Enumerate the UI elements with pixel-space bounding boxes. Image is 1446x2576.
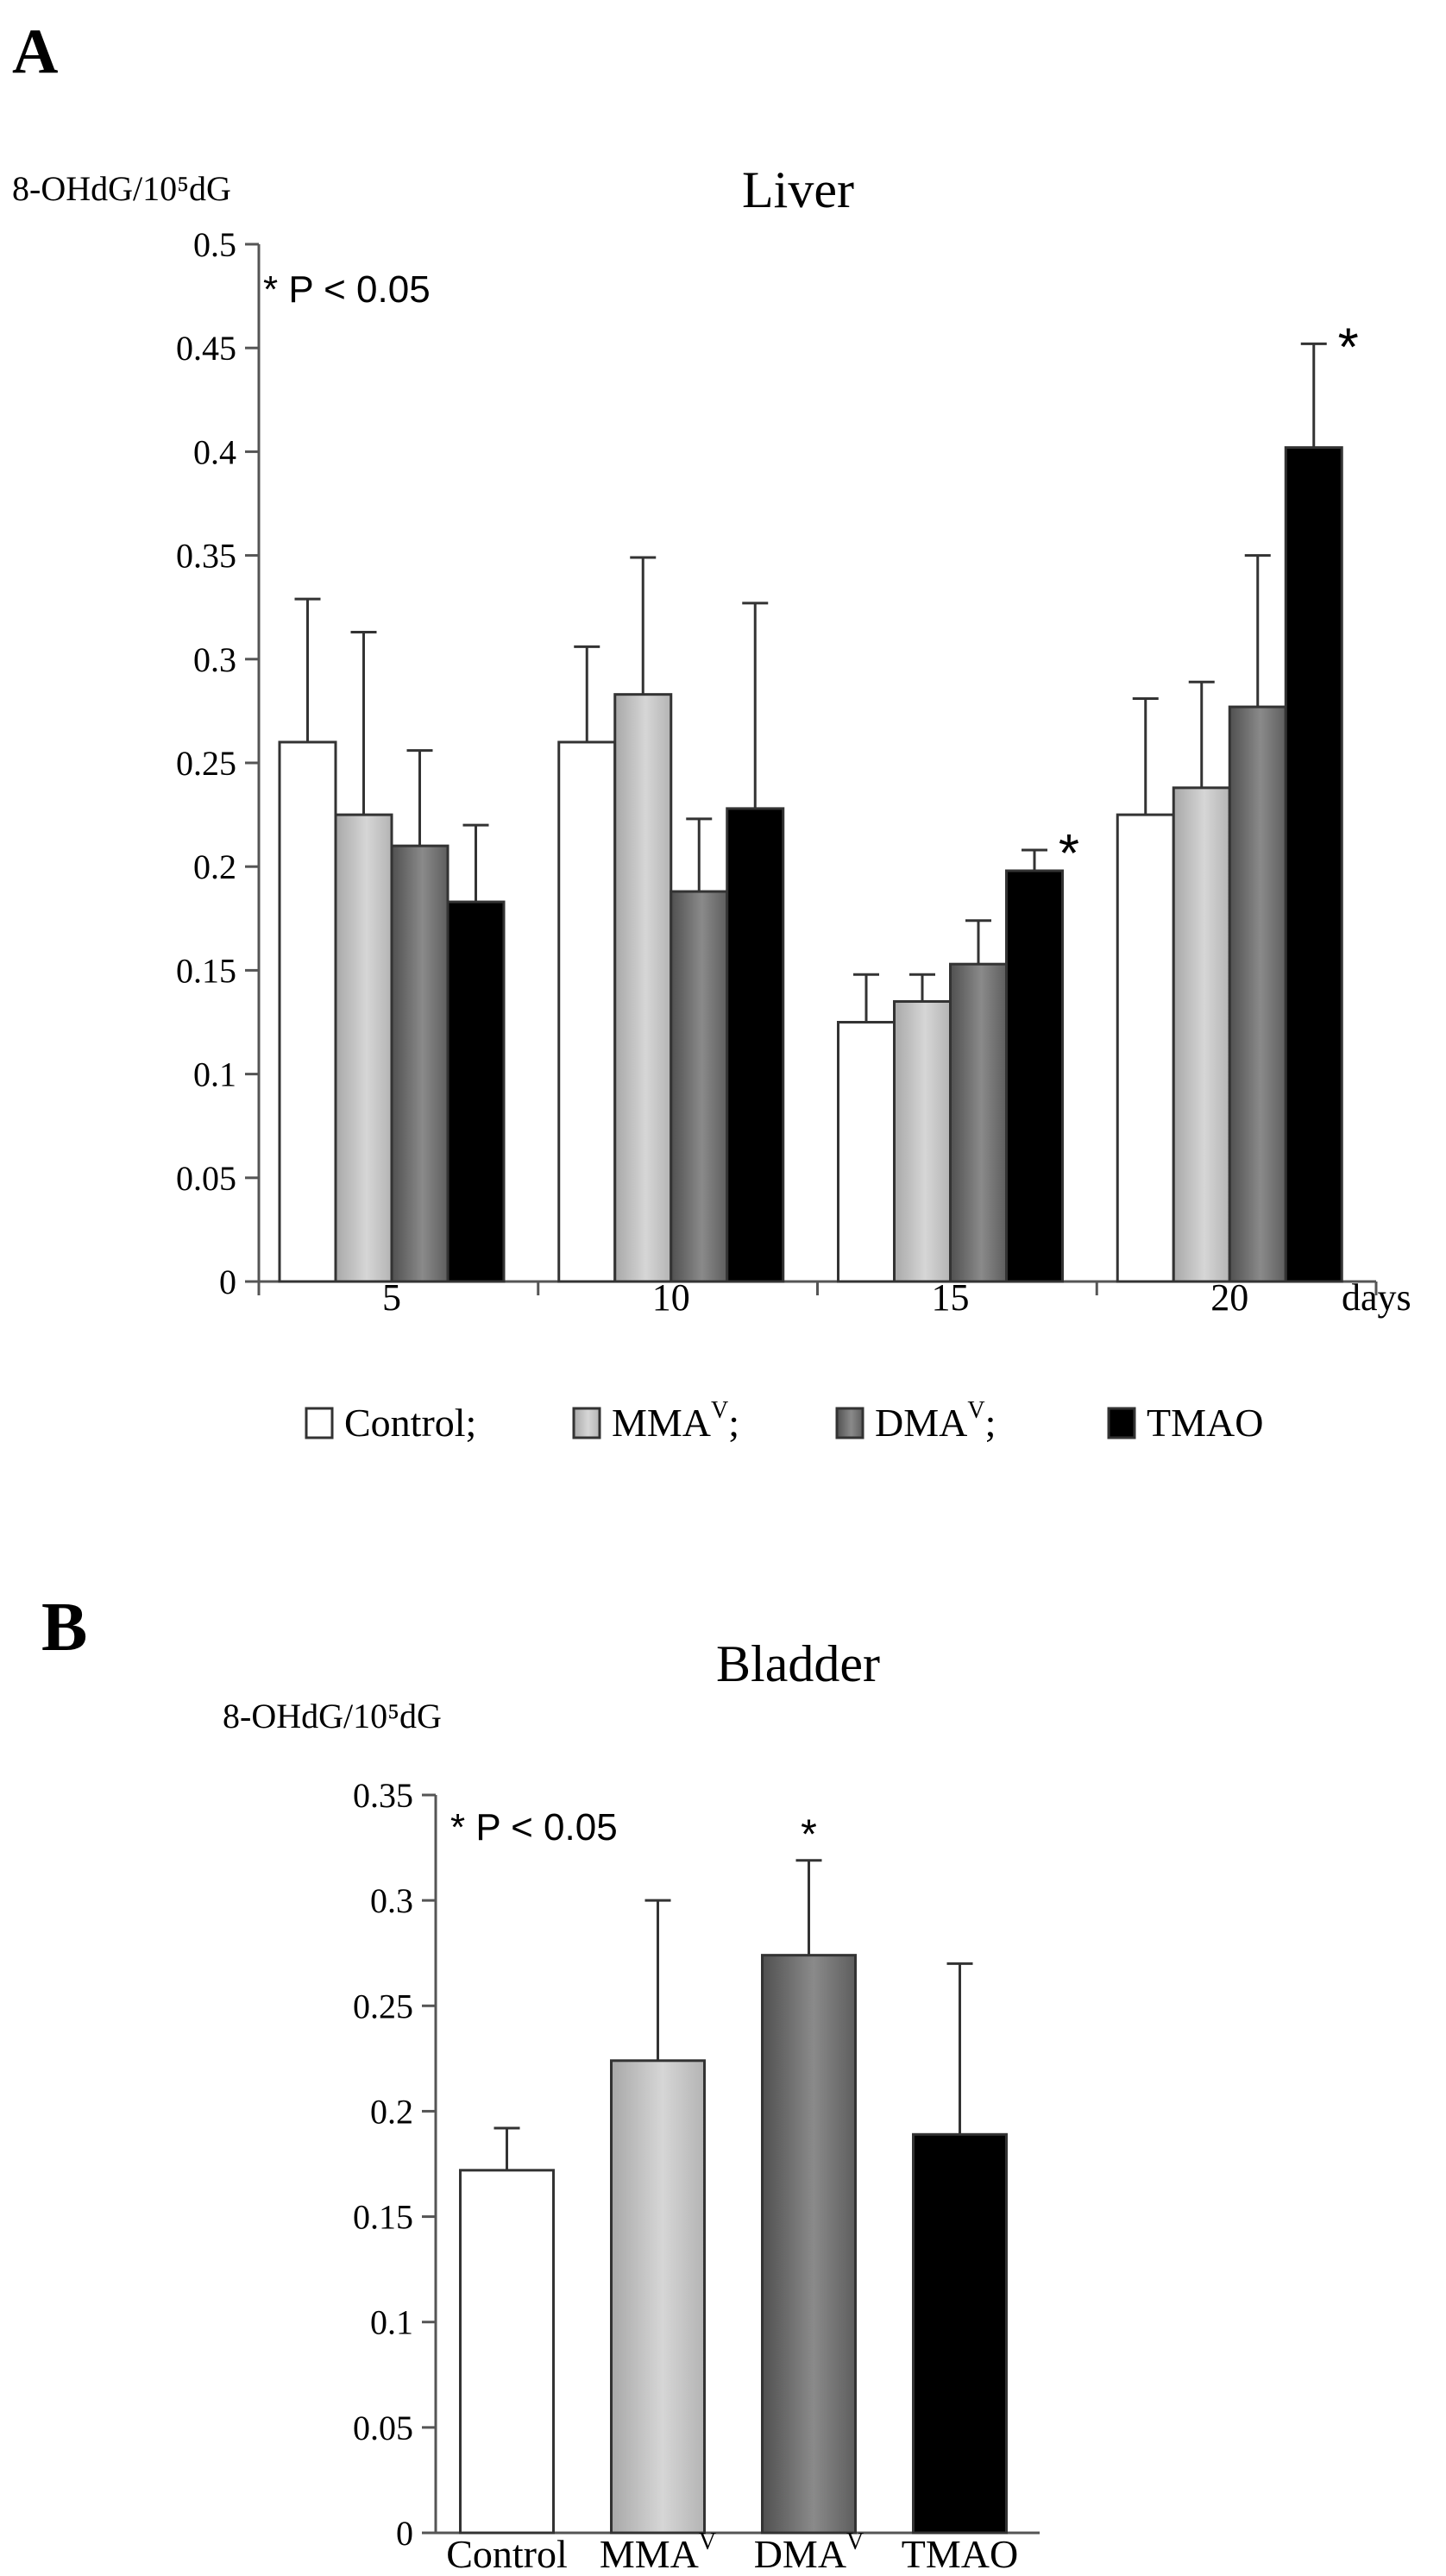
liver-error-bar [742, 601, 769, 809]
bladder-y-tick-label: 0.15 [353, 2198, 413, 2237]
bladder-title: Bladder [716, 1635, 880, 1692]
bladder-y-tick-label: 0.35 [353, 1776, 413, 1815]
legend-swatch-mma [572, 1407, 601, 1439]
liver-bars: ** [278, 318, 1359, 1283]
bladder-y-tick-label: 0.2 [370, 2092, 413, 2131]
liver-bar-dma [390, 844, 450, 1283]
liver-error-bar [350, 631, 377, 816]
legend-swatch-control [305, 1407, 334, 1439]
legend-label-control: Control; [344, 1401, 476, 1445]
liver-y-tick-label: 0.5 [193, 225, 236, 264]
bladder-error-bar [795, 1859, 822, 1956]
liver-bar-mma [1172, 786, 1231, 1283]
liver-y-tick-label: 0.3 [193, 640, 236, 679]
liver-bar-dma [670, 890, 729, 1283]
liver-bar-tmao [726, 807, 785, 1283]
liver-error-bar [630, 556, 657, 695]
liver-significance-marker: * [1059, 824, 1079, 884]
bladder-bar-dma [761, 1954, 857, 2535]
bladder-y-tick-label: 0.1 [370, 2303, 413, 2342]
bladder-x-label-control: Control [446, 2532, 568, 2576]
liver-bar-tmao [1284, 446, 1343, 1283]
liver-bar-control [278, 740, 337, 1283]
liver-bar-control [1116, 813, 1175, 1283]
legend-label-tmao: TMAO [1147, 1401, 1263, 1445]
liver-x-axis-label: days [1342, 1276, 1411, 1319]
bladder-bar-mma [610, 2059, 706, 2535]
legend-label-dma: DMAV; [875, 1397, 996, 1445]
liver-bar-dma [949, 962, 1008, 1283]
liver-axes: 0 0.05 0.1 0.15 0.2 0.25 0.3 0.35 0.4 0.45 0.5 5 10 1… [176, 225, 1378, 1319]
liver-x-tick-label: 15 [932, 1276, 970, 1319]
liver-y-tick-label: 0.4 [193, 432, 236, 471]
liver-error-bar [1022, 848, 1047, 872]
bladder-bars: * [459, 1812, 1008, 2535]
liver-bar-mma [893, 999, 952, 1283]
liver-bar-control [557, 740, 617, 1283]
liver-y-tick-label: 0.45 [176, 329, 236, 368]
legend-swatch-dma [835, 1407, 864, 1439]
bladder-y-tick-label: 0.25 [353, 1987, 413, 2025]
bladder-bar-control [459, 2169, 555, 2535]
liver-error-bar [853, 973, 879, 1023]
bladder-significance-marker: * [801, 1812, 817, 1858]
bladder-y-tick-label: 0.3 [370, 1881, 413, 1920]
bladder-x-label-mma: MMAV [600, 2529, 716, 2576]
liver-error-bar [574, 645, 600, 742]
liver-y-tick-label: 0.25 [176, 744, 236, 783]
liver-p-annotation: * P < 0.05 [263, 268, 431, 311]
bladder-error-bar [644, 1899, 671, 2061]
liver-y-tick-label: 0.15 [176, 951, 236, 990]
liver-bar-tmao [1005, 869, 1064, 1283]
liver-bar-tmao [446, 900, 506, 1283]
bladder-x-label-dma: DMAV [754, 2529, 864, 2576]
liver-error-bar [1132, 696, 1159, 816]
liver-error-bar [1300, 342, 1327, 448]
liver-bar-mma [334, 813, 393, 1283]
liver-error-bar [965, 919, 991, 965]
liver-error-bar [462, 823, 489, 903]
panel-label-b: B [41, 1590, 87, 1666]
bladder-y-tick-label: 0 [396, 2514, 413, 2553]
liver-legend: Control; MMAV; DMAV; TMAO [305, 1397, 1263, 1445]
liver-y-tick-label: 0.35 [176, 537, 236, 576]
liver-x-tick-label: 20 [1210, 1276, 1248, 1319]
bladder-error-bar [946, 1962, 973, 2135]
liver-error-bar [909, 973, 935, 1002]
liver-error-bar [1244, 554, 1271, 708]
liver-significance-marker: * [1338, 318, 1359, 377]
legend-label-mma: MMAV; [612, 1397, 739, 1445]
liver-y-tick-label: 0.2 [193, 847, 236, 886]
bladder-category-labels: Control MMAV DMAV TMAO [446, 2529, 1018, 2576]
liver-y-tick-label: 0.1 [193, 1055, 236, 1094]
liver-y-tick-label: 0 [219, 1263, 236, 1301]
liver-title: Liver [742, 161, 854, 218]
liver-y-axis-label: 8-OHdG/10⁵dG [12, 169, 231, 208]
bladder-panel: B Bladder 8-OHdG/10⁵dG * P < 0.05 0 0.05 0… [41, 1590, 1040, 2576]
legend-swatch-tmao [1107, 1407, 1136, 1439]
liver-panel: A 8-OHdG/10⁵dG Liver * P < 0.05 0 0.05 0.1… [12, 16, 1411, 1445]
liver-bar-mma [613, 693, 673, 1283]
liver-bar-control [837, 1021, 896, 1283]
liver-bar-dma [1228, 705, 1287, 1283]
bladder-y-tick-label: 0.05 [353, 2409, 413, 2447]
bladder-p-annotation: * P < 0.05 [450, 1806, 618, 1849]
liver-error-bar [406, 749, 433, 847]
bladder-x-label-tmao: TMAO [902, 2532, 1018, 2576]
liver-x-tick-label: 10 [652, 1276, 690, 1319]
liver-x-tick-label: 5 [382, 1276, 401, 1319]
bladder-bar-tmao [912, 2132, 1008, 2535]
liver-y-tick-label: 0.05 [176, 1159, 236, 1198]
bladder-error-bar [494, 2126, 520, 2170]
liver-error-bar [294, 597, 321, 742]
bladder-y-axis-label: 8-OHdG/10⁵dG [223, 1697, 442, 1735]
liver-error-bar [686, 817, 713, 892]
panel-label-a: A [12, 16, 58, 87]
liver-error-bar [1188, 680, 1215, 788]
